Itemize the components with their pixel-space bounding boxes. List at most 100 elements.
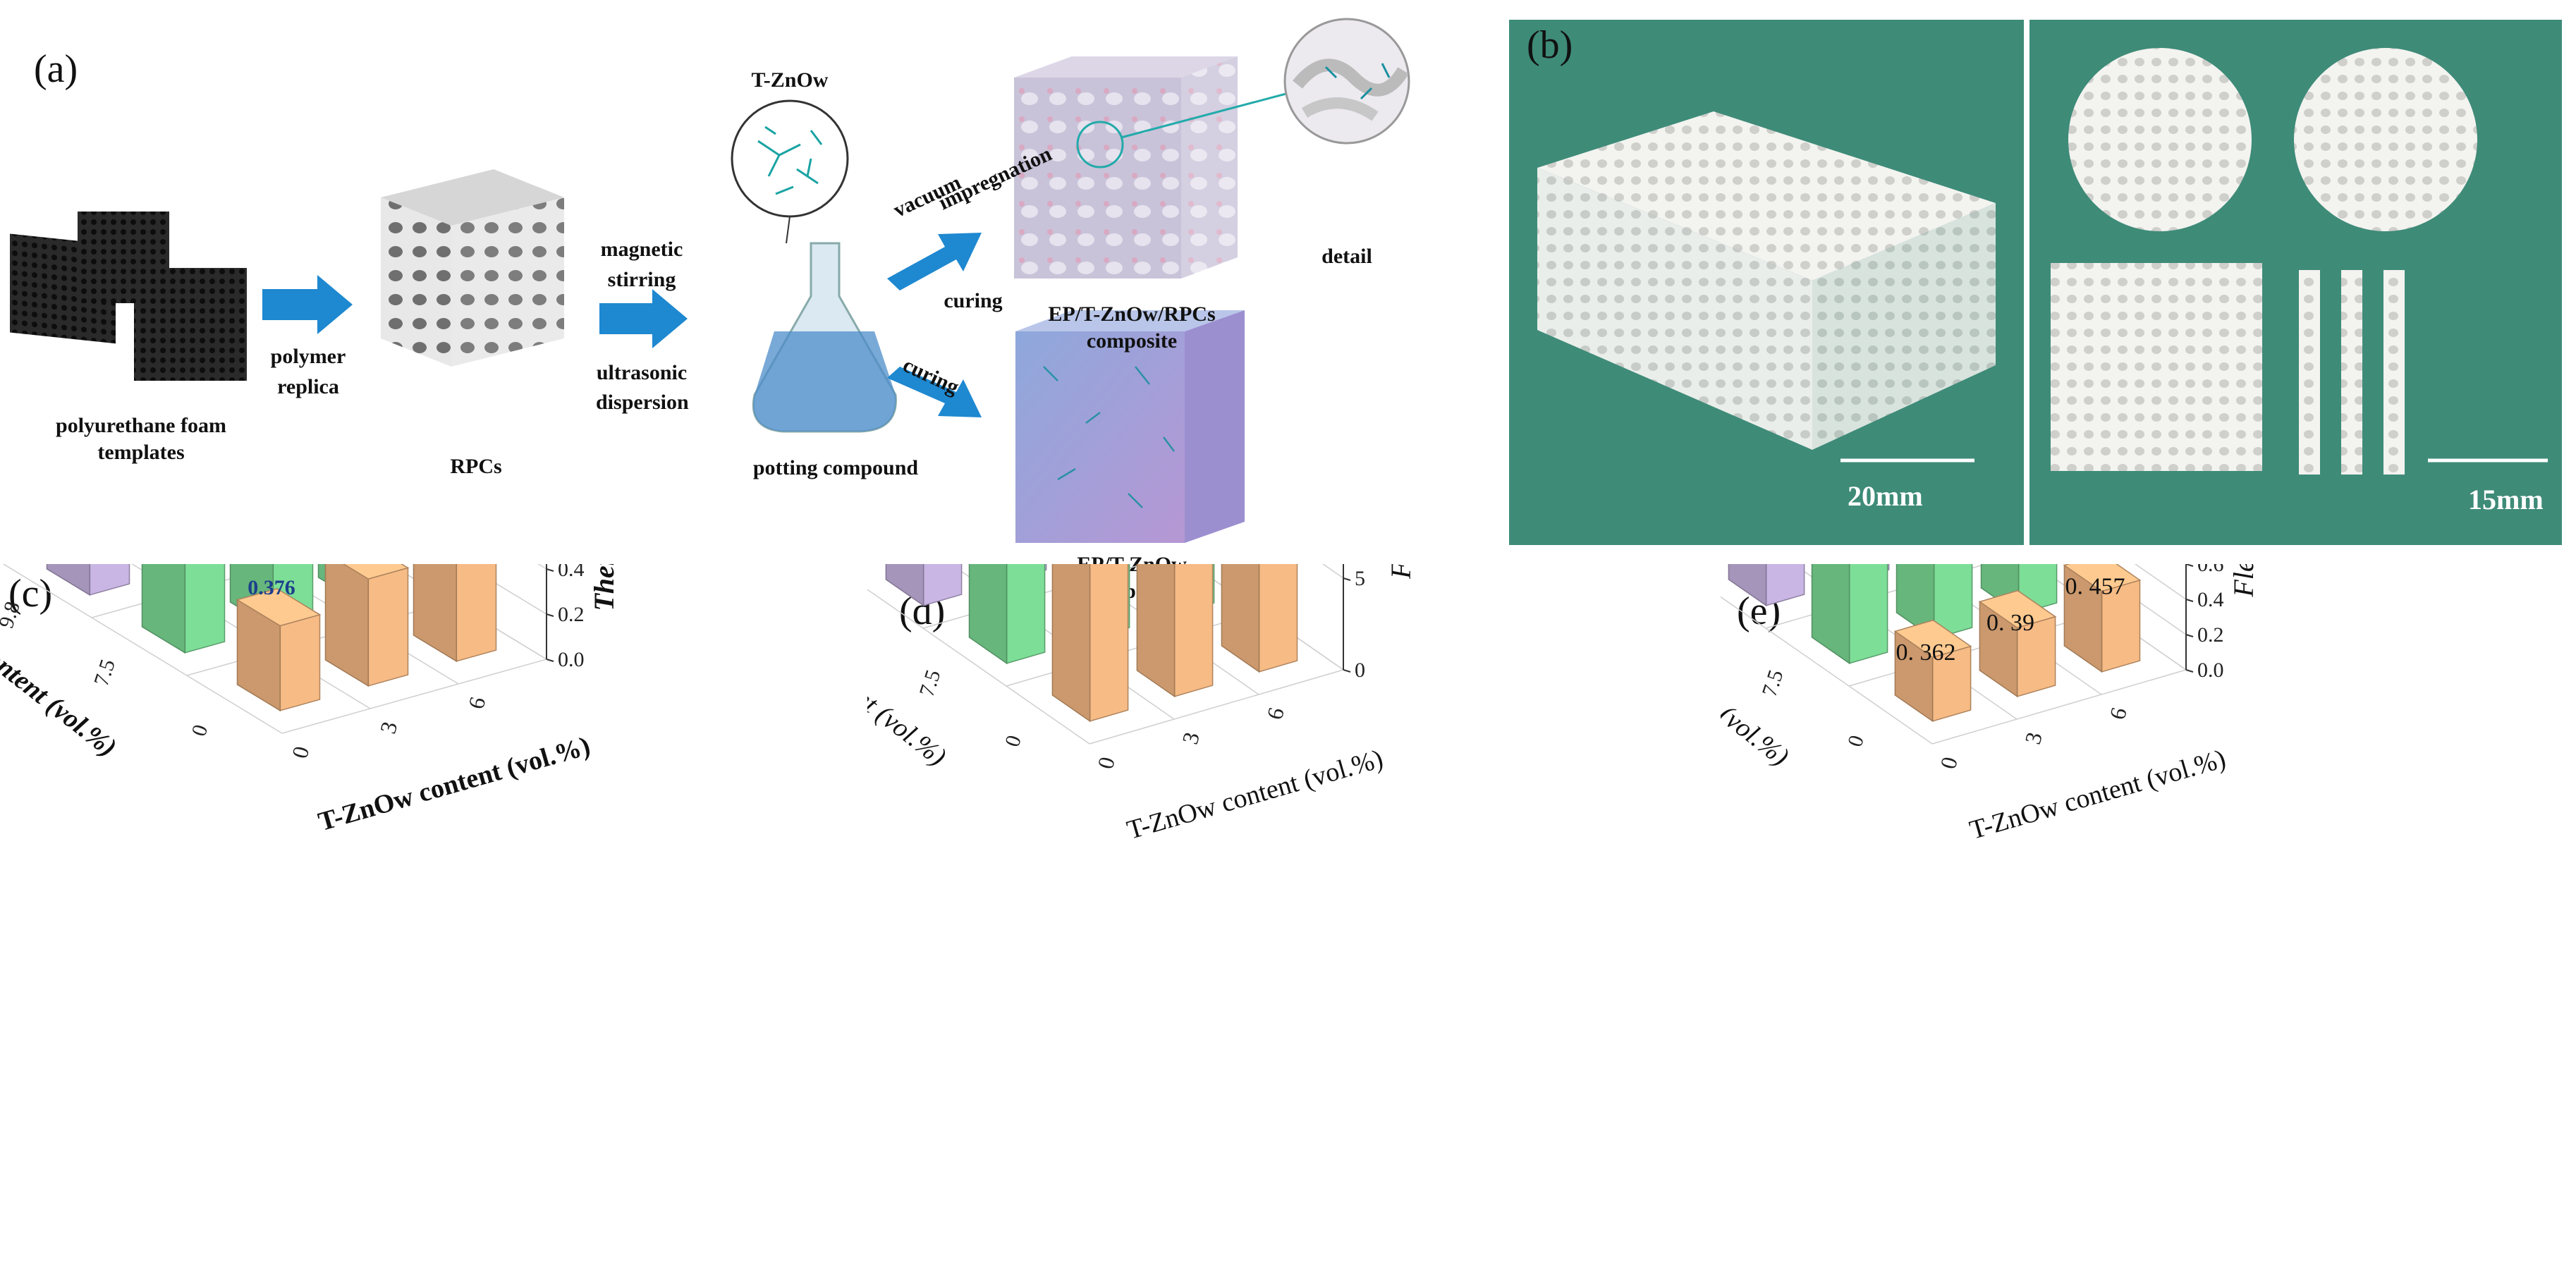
scale-label-right: 15mm [2468, 484, 2544, 515]
bars [1728, 564, 2142, 723]
tznow-caption: T-ZnOw [751, 68, 829, 92]
bar-side-face [141, 564, 186, 654]
z-axis-title: Flexural strength (MPa) [1385, 564, 1417, 580]
floor-line [1089, 669, 1344, 745]
z-tick [2185, 599, 2194, 602]
process-arrow-3 [887, 233, 982, 290]
y-tick-label: 0 [187, 722, 212, 739]
panel-label-c: (c) [8, 572, 53, 616]
bar-front-face [1848, 564, 1888, 664]
bar-front-face [1765, 564, 1805, 606]
bar-side-face [1811, 564, 1850, 665]
bar-front-face [922, 564, 963, 606]
z-tick-label: 0.4 [558, 564, 585, 581]
step2-bottom-label-1: ultrasonic [596, 361, 688, 384]
floor-line [1848, 611, 2104, 687]
bar [1811, 564, 1888, 665]
bar [885, 564, 963, 607]
bar [1728, 564, 1805, 607]
z-tick-label: 0.0 [558, 648, 585, 671]
bar-side-face [324, 564, 370, 687]
y-tick-label: 0 [1843, 733, 1869, 749]
bar-side-face [413, 564, 458, 663]
bar [1221, 564, 1298, 673]
x-tick-label: 0 [286, 744, 314, 761]
z-tick [546, 659, 554, 662]
scale-label-left: 20mm [1848, 480, 1923, 512]
bar-front-face [367, 567, 409, 687]
floor-line [1931, 669, 2187, 745]
step1-bottom-label: replica [277, 375, 339, 398]
panel-label-b: (b) [1527, 23, 1573, 67]
bar [324, 564, 410, 687]
composite-1-image [1014, 56, 1295, 279]
bar-side-face [1221, 564, 1260, 673]
floor-line [1006, 611, 1261, 687]
step2-top-label-2: stirring [607, 268, 676, 291]
bar [1893, 619, 1972, 723]
bar-side-face [1051, 564, 1091, 723]
bar-side-face [1136, 564, 1176, 698]
z-axis-title: Thermal conductivity (W/m·K) [588, 564, 620, 611]
detail-caption: detail [1321, 245, 1372, 268]
bar-front-face [456, 564, 497, 662]
z-tick-label: 0.4 [2197, 588, 2224, 611]
bar [1896, 564, 1973, 640]
bar-front-face [89, 564, 130, 596]
process-arrow-1 [262, 275, 353, 334]
bar-top-face [2063, 564, 2142, 592]
process-arrow-4 [887, 367, 982, 417]
bar-front-face [1173, 564, 1214, 697]
bar-front-face [1258, 564, 1298, 673]
bar [968, 564, 1046, 665]
floor-line [1765, 564, 1988, 629]
bar-side-face [968, 564, 1008, 665]
y-tick-label: 7.5 [90, 656, 120, 689]
z-tick [546, 568, 554, 572]
bar-top-face [1893, 619, 1972, 659]
bar [141, 564, 226, 654]
bar [413, 564, 497, 663]
z-tick [1343, 577, 1351, 581]
composite-2-image [1015, 310, 1245, 543]
z-tick [2185, 564, 2194, 567]
process-arrow-2 [599, 289, 688, 348]
z-tick-label: 0.2 [558, 603, 585, 626]
bar-front-face [279, 613, 321, 711]
bars [885, 564, 1298, 723]
z-tick-label: 0.2 [2197, 623, 2224, 647]
z-axis-title: Flexural modulus (GPa) [2228, 564, 2259, 598]
z-tick-label: 0.0 [2197, 659, 2224, 682]
foam-templates-image [10, 212, 247, 381]
tznow-magnifier [731, 99, 849, 244]
x-tick-label: 6 [2104, 705, 2132, 723]
bar-side-face [885, 564, 924, 607]
x-axis-title: T-ZnOw content (vol.%) [1124, 744, 1386, 845]
z-tick-label: 5 [1355, 567, 1365, 590]
bar-front-face [1089, 564, 1129, 722]
z-tick [546, 613, 554, 617]
x-tick-label: 3 [2020, 730, 2047, 747]
y-tick-label: 7.5 [1757, 667, 1788, 699]
z-axis: 0.00.20.40.60.81.01.21.41.61.82.0Thermal… [546, 564, 620, 671]
z-tick-label: 0.6 [2197, 564, 2224, 576]
floor-line [281, 659, 547, 734]
detail-magnifier [1283, 18, 1410, 145]
x-axis: 0 3 6 T-ZnOw content (vol.%) [286, 694, 593, 838]
x-tick-label: 6 [463, 694, 490, 712]
z-tick-label: 0 [1355, 659, 1365, 682]
foam-photo-left [1509, 20, 2024, 545]
z-tick [2185, 669, 2194, 673]
bar [1051, 564, 1129, 723]
x-axis: 0 3 6 T-ZnOw content (vol.%) [1092, 705, 1386, 845]
chart-flexural-modulus: 0.00.20.40.60.81.01.21.41.61.82.02.22.4F… [1721, 564, 2259, 845]
bar [2063, 564, 2142, 673]
step2-top-label-1: magnetic [600, 238, 683, 261]
bar [236, 588, 322, 712]
bar-side-face [1728, 564, 1767, 607]
rpc-cube-image [381, 169, 564, 367]
schematic-graphics [10, 18, 1410, 543]
bar-front-face [1933, 564, 1973, 640]
samples-photo-right [2029, 20, 2562, 545]
floor-line [922, 564, 1145, 629]
